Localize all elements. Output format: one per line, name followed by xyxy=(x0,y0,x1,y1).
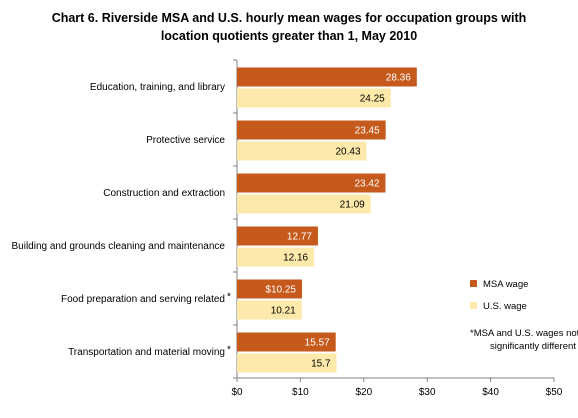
chart-title-line-2: location quotients greater than 1, May 2… xyxy=(161,29,417,43)
category-label: Building and grounds cleaning and mainte… xyxy=(12,241,226,252)
legend-swatch xyxy=(470,302,477,309)
category-label: Transportation and material moving xyxy=(68,347,225,358)
bar-us-wage xyxy=(237,300,302,320)
bar-us-wage xyxy=(237,194,371,214)
plot-area: $0 $10 $20 $30 $40 $50 Education, training, an… xyxy=(12,59,563,398)
legend-label: U.S. wage xyxy=(483,301,527,312)
category-label: Education, training, and library xyxy=(90,82,225,93)
bar-label-msa-wage: 23.42 xyxy=(354,179,379,190)
bar-us-wage xyxy=(237,141,367,161)
bar-label-msa-wage: 12.77 xyxy=(287,232,312,243)
footnote-line-2: significantly different xyxy=(490,341,576,352)
bar-us-wage xyxy=(237,353,337,373)
bar-label-us-wage: 21.09 xyxy=(340,200,365,211)
category-footnote-mark: * xyxy=(227,292,231,303)
category-label: Construction and extraction xyxy=(103,188,225,199)
bar-us-wage xyxy=(237,88,391,108)
legend-label: MSA wage xyxy=(483,279,528,290)
bar-us-wage xyxy=(237,247,315,267)
bar-label-us-wage: 10.21 xyxy=(271,306,296,317)
footnote-line-1: *MSA and U.S. wages not xyxy=(470,328,578,339)
bar-msa-wage xyxy=(237,173,386,193)
category-label: Protective service xyxy=(146,135,225,146)
chart-title-line-1: Chart 6. Riverside MSA and U.S. hourly m… xyxy=(52,11,527,25)
x-tick-label: $30 xyxy=(419,387,436,398)
bar-label-us-wage: 12.16 xyxy=(283,253,308,264)
bar-label-msa-wage: $10.25 xyxy=(265,285,296,296)
bar-msa-wage xyxy=(237,332,336,352)
legend: MSA wage U.S. wage *MSA and U.S. wages not… xyxy=(470,279,578,352)
x-tick-label: $40 xyxy=(482,387,499,398)
bar-label-us-wage: 20.43 xyxy=(335,147,360,158)
category-footnote-mark: * xyxy=(227,345,231,356)
bar-label-msa-wage: 15.57 xyxy=(305,338,330,349)
x-tick-label: $0 xyxy=(231,387,243,398)
category-label: Food preparation and serving related xyxy=(61,294,225,305)
bar-label-msa-wage: 23.45 xyxy=(355,126,380,137)
legend-swatch xyxy=(470,280,477,287)
bar-label-us-wage: 15.7 xyxy=(311,359,331,370)
x-tick-label: $50 xyxy=(546,387,563,398)
bar-msa-wage xyxy=(237,67,417,87)
bar-label-us-wage: 24.25 xyxy=(360,94,385,105)
x-tick-label: $20 xyxy=(355,387,372,398)
bar-msa-wage xyxy=(237,226,318,246)
x-tick-label: $10 xyxy=(292,387,309,398)
bar-msa-wage xyxy=(237,279,302,299)
bar-msa-wage xyxy=(237,120,386,140)
bar-label-msa-wage: 28.36 xyxy=(386,73,411,84)
